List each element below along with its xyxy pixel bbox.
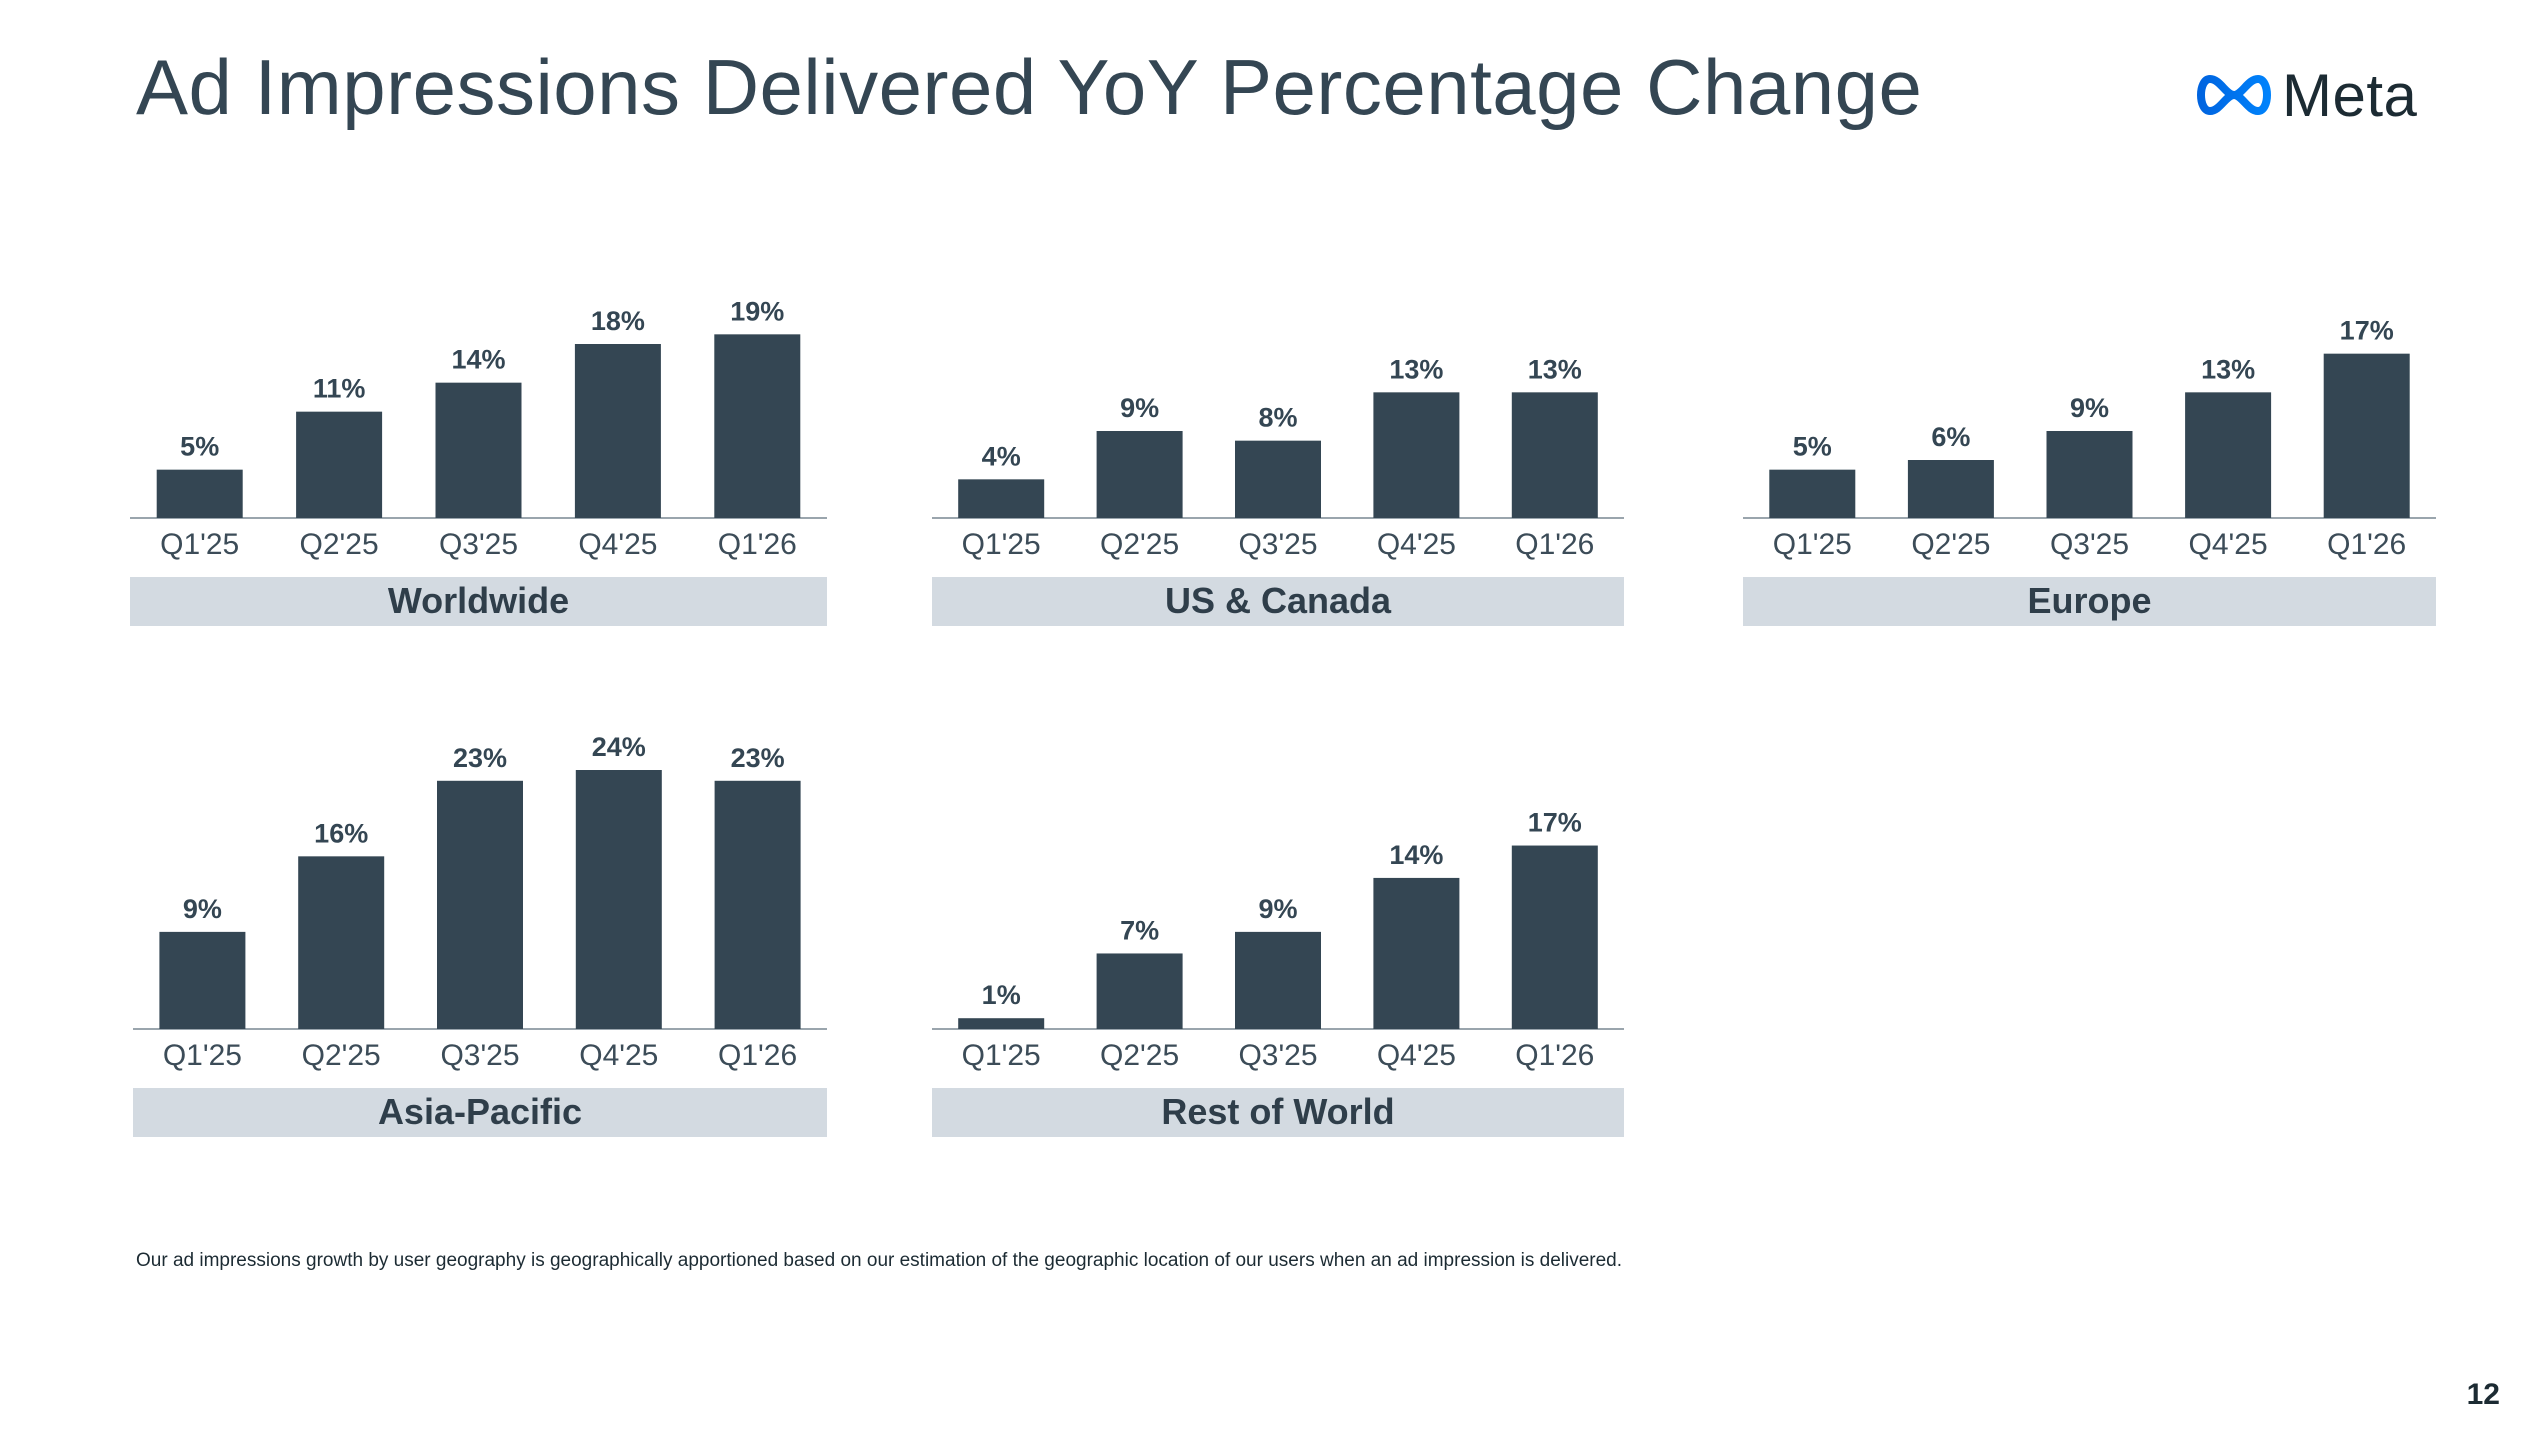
chart-title: Europe [2027,580,2151,621]
x-tick-label: Q2'25 [1911,528,1990,561]
x-tick-label: Q3'25 [439,528,518,561]
bar [958,479,1045,518]
x-tick-label: Q2'25 [1100,528,1179,561]
page-number: 12 [2466,1378,2500,1411]
data-label: 9% [183,894,222,924]
chart-panel: 9% Q1'25 16% Q2'25 23% Q3'25 24% Q4'25 23% Q1'26 A… [133,732,827,1137]
bar [1373,392,1460,518]
x-tick-label: Q1'26 [2327,528,2406,561]
x-tick-label: Q1'25 [1773,528,1852,561]
meta-logo: Meta [2196,60,2417,130]
x-tick-label: Q3'25 [440,1039,519,1072]
bar [2323,353,2410,518]
chart-panel: 1% Q1'25 7% Q2'25 9% Q3'25 14% Q4'25 17% Q1'26 Res… [932,808,1624,1137]
x-tick-label: Q1'25 [160,528,239,561]
bar [1511,392,1598,518]
chart-panel: 4% Q1'25 9% Q2'25 8% Q3'25 13% Q4'25 13% Q1'26 US … [932,354,1624,626]
page-title: Ad Impressions Delivered YoY Percentage … [136,43,1923,131]
bar [159,931,246,1029]
data-label: 13% [1528,354,1582,384]
data-label: 17% [1528,808,1582,838]
x-tick-label: Q1'25 [163,1039,242,1072]
x-tick-label: Q1'26 [718,528,797,561]
x-tick-label: Q3'25 [1238,1039,1317,1072]
data-label: 6% [1931,422,1970,452]
chart-title-band [932,577,1624,626]
bar [1096,431,1183,518]
chart-title: Rest of World [1161,1091,1394,1132]
x-tick-label: Q3'25 [2050,528,2129,561]
data-label: 5% [1793,432,1832,462]
data-label: 23% [453,743,507,773]
meta-wordmark: Meta [2282,61,2418,129]
data-label: 19% [730,296,784,326]
bar [1096,953,1183,1029]
chart-panel: 5% Q1'25 6% Q2'25 9% Q3'25 13% Q4'25 17% Q1'26 Eur… [1743,316,2436,626]
data-label: 9% [1258,894,1297,924]
bar [1373,877,1460,1029]
x-tick-label: Q1'26 [718,1039,797,1072]
x-tick-label: Q4'25 [1377,528,1456,561]
bar [1235,931,1321,1029]
data-label: 9% [2070,393,2109,423]
x-tick-label: Q4'25 [2189,528,2268,561]
bar [296,411,383,518]
data-label: 9% [1120,393,1159,423]
chart-title: US & Canada [1165,580,1392,621]
data-label: 11% [313,374,366,404]
bar [714,780,801,1029]
data-label: 18% [591,306,645,336]
data-label: 14% [451,345,505,375]
meta-infinity-icon [2197,75,2271,115]
data-label: 24% [592,732,646,762]
bar [2185,392,2272,518]
bar [1907,460,1994,518]
data-label: 23% [731,743,785,773]
bar [958,1018,1045,1029]
chart-title: Asia-Pacific [378,1091,582,1132]
x-tick-label: Q2'25 [1100,1039,1179,1072]
bar [1235,440,1321,518]
x-tick-label: Q1'26 [1515,528,1594,561]
chart-title-band [1743,577,2436,626]
x-tick-label: Q2'25 [300,528,379,561]
data-label: 13% [2201,354,2255,384]
chart-title-band [932,1088,1624,1137]
x-tick-label: Q4'25 [579,1039,658,1072]
x-tick-label: Q4'25 [1377,1039,1456,1072]
bar [1769,469,1856,518]
data-label: 1% [982,980,1021,1010]
x-tick-label: Q1'26 [1515,1039,1594,1072]
data-label: 13% [1389,354,1443,384]
data-label: 16% [314,818,368,848]
data-label: 5% [180,432,219,462]
bar [574,344,661,518]
bar [156,469,243,518]
data-label: 17% [2340,316,2394,346]
x-tick-label: Q1'25 [962,1039,1041,1072]
x-tick-label: Q3'25 [1238,528,1317,561]
bar [298,856,385,1029]
data-label: 8% [1258,403,1297,433]
chart-title-band [130,577,827,626]
x-tick-label: Q4'25 [578,528,657,561]
data-label: 7% [1120,915,1159,945]
data-label: 4% [982,441,1021,471]
bar [575,770,662,1029]
chart-title-band [133,1088,827,1137]
bar [437,780,523,1029]
data-label: 14% [1389,840,1443,870]
bar [1511,845,1598,1029]
bar [2046,431,2133,518]
bar [714,334,801,518]
chart-panel: 5% Q1'25 11% Q2'25 14% Q3'25 18% Q4'25 19% Q1'26 W… [130,296,827,626]
x-tick-label: Q2'25 [302,1039,381,1072]
x-tick-label: Q1'25 [962,528,1041,561]
chart-title: Worldwide [388,580,569,621]
bar [435,382,522,518]
footnote: Our ad impressions growth by user geogra… [136,1250,1623,1271]
